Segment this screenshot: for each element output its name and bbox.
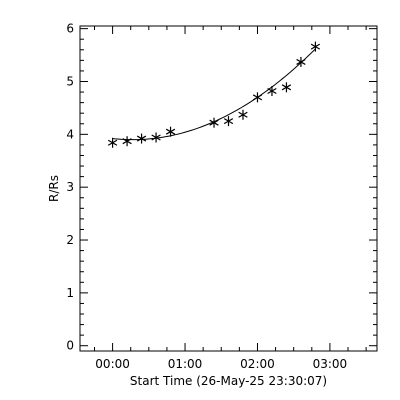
data-point-asterisk: [267, 86, 277, 96]
data-point-asterisk: [238, 109, 248, 120]
y-tick-label: 1: [66, 286, 74, 300]
y-axis-label: R/Rs: [47, 175, 61, 202]
x-tick-label: 01:00: [168, 357, 203, 371]
asterisk-stroke: [223, 118, 234, 125]
plot-border: [79, 25, 378, 352]
asterisk-stroke: [209, 119, 219, 126]
y-tick-label: 2: [66, 233, 74, 247]
data-point-asterisk: [165, 126, 176, 137]
y-tick-label: 4: [66, 127, 74, 141]
data-point-asterisk: [209, 117, 219, 128]
y-tick-label: 5: [66, 74, 74, 88]
data-point-asterisk: [122, 136, 132, 147]
data-point-asterisk: [296, 56, 306, 67]
data-point-asterisk: [223, 116, 234, 127]
x-tick-label: 00:00: [95, 357, 130, 371]
asterisk-stroke: [267, 87, 277, 95]
asterisk-stroke: [151, 134, 161, 141]
data-point-asterisk: [151, 132, 161, 143]
y-tick-label: 3: [66, 180, 74, 194]
x-axis-label: Start Time (26-May-25 23:30:07): [130, 374, 327, 388]
data-point-asterisk: [310, 41, 321, 52]
asterisk-stroke: [122, 138, 132, 145]
asterisk-stroke: [252, 94, 263, 101]
asterisk-stroke: [281, 84, 292, 91]
plot-frame: [79, 25, 378, 352]
x-tick-label: 03:00: [313, 357, 348, 371]
asterisk-stroke: [238, 111, 248, 118]
data-point-asterisk: [281, 82, 292, 93]
data-point-asterisk: [136, 133, 147, 144]
y-tick-label: 6: [66, 22, 74, 36]
x-axis-ticks: 00:00 01:00 02:00 03:00: [93, 26, 367, 371]
asterisk-stroke: [107, 139, 118, 146]
asterisk-stroke: [310, 43, 321, 50]
asterisk-stroke: [136, 135, 147, 142]
y-tick-label: 0: [66, 339, 74, 353]
data-point-asterisk: [107, 137, 118, 148]
asterisk-stroke: [165, 128, 176, 135]
x-tick-label: 02:00: [240, 357, 275, 371]
data-point-asterisk: [252, 92, 263, 103]
data-points-layer: [107, 41, 321, 148]
asterisk-stroke: [296, 58, 306, 65]
y-axis-ticks: 0 1 2 3 4 5 6: [66, 22, 377, 353]
